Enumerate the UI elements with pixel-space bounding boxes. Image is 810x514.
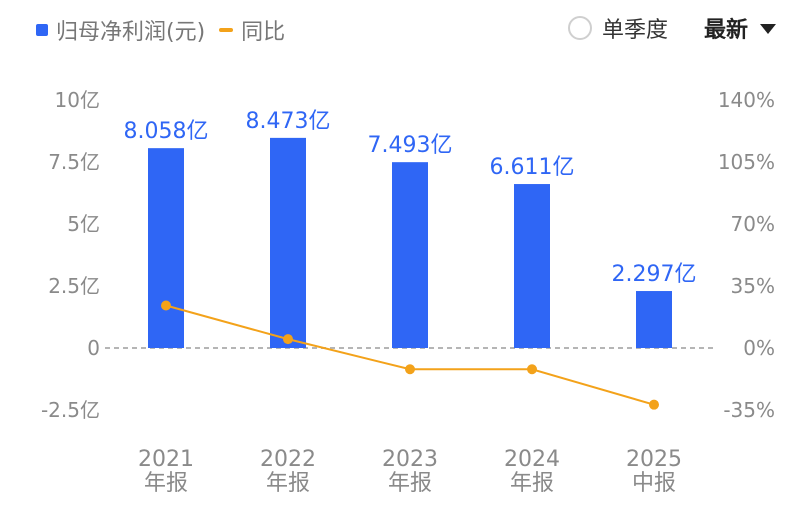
x-axis-year-label: 2024 (504, 447, 560, 472)
left-axis-tick-label: 7.5亿 (48, 150, 100, 174)
yoy-point (161, 300, 171, 311)
x-axis-period-label: 年报 (144, 471, 188, 496)
right-axis-tick-label: 70% (731, 212, 775, 236)
x-axis-period-label: 年报 (510, 471, 554, 496)
yoy-point (527, 364, 537, 375)
right-axis-tick-label: 0% (743, 336, 775, 360)
x-axis-year-label: 2023 (382, 447, 438, 472)
x-axis-year-label: 2021 (138, 447, 194, 472)
bar-value-label: 8.473亿 (246, 109, 331, 134)
line-swatch-icon (219, 28, 234, 32)
single-quarter-radio[interactable] (567, 16, 592, 40)
bar-swatch-icon (36, 24, 48, 36)
bar (270, 137, 306, 348)
bar-value-label: 2.297亿 (612, 262, 697, 287)
left-axis-tick-label: 2.5亿 (48, 274, 100, 298)
period-dropdown-value: 最新 (703, 18, 748, 43)
bar-value-label: 7.493亿 (368, 133, 453, 158)
right-axis-tick-label: 140% (718, 88, 775, 112)
chart-controls: 单季度 最新 (567, 12, 776, 44)
yoy-point (649, 399, 659, 410)
x-axis-period-label: 中报 (632, 471, 676, 496)
legend-bar-label: 归母净利润(元) (56, 20, 206, 45)
left-axis-tick-label: 10亿 (55, 88, 100, 112)
right-axis-tick-label: -35% (723, 398, 775, 422)
left-axis-tick-label: 5亿 (67, 212, 100, 236)
right-axis-tick-label: 35% (731, 274, 775, 298)
yoy-point (405, 364, 415, 375)
x-axis-period-label: 年报 (266, 471, 310, 496)
single-quarter-label[interactable]: 单季度 (601, 18, 668, 43)
left-axis-tick-label: 0 (87, 336, 100, 360)
legend: 归母净利润(元) 同比 (36, 14, 285, 46)
bar (636, 291, 672, 348)
legend-line-label: 同比 (241, 20, 286, 45)
right-axis-tick-label: 105% (718, 150, 775, 174)
legend-item-net-profit[interactable]: 归母净利润(元) (36, 14, 205, 46)
yoy-point (283, 334, 293, 345)
bar-value-label: 8.058亿 (124, 119, 209, 144)
caret-down-icon (760, 24, 776, 34)
bar (148, 148, 184, 348)
x-axis-year-label: 2022 (260, 447, 316, 472)
x-axis-period-label: 年报 (388, 471, 432, 496)
bar (514, 184, 550, 348)
legend-item-yoy[interactable]: 同比 (219, 14, 285, 46)
bar-value-label: 6.611亿 (490, 155, 575, 180)
x-axis-year-label: 2025 (626, 447, 682, 472)
left-axis-tick-label: -2.5亿 (41, 398, 100, 422)
bar (392, 162, 428, 348)
period-dropdown[interactable]: 最新 (704, 12, 776, 44)
